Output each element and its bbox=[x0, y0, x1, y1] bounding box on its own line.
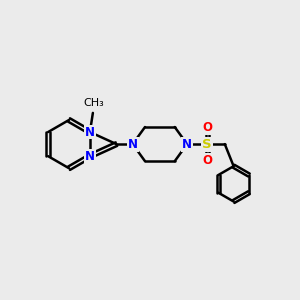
Text: CH₃: CH₃ bbox=[83, 98, 104, 108]
Text: O: O bbox=[202, 122, 212, 134]
Text: N: N bbox=[85, 150, 95, 163]
Text: N: N bbox=[128, 138, 138, 151]
Text: S: S bbox=[202, 138, 212, 151]
Text: N: N bbox=[85, 125, 95, 139]
Text: N: N bbox=[182, 138, 192, 151]
Text: O: O bbox=[202, 154, 212, 167]
